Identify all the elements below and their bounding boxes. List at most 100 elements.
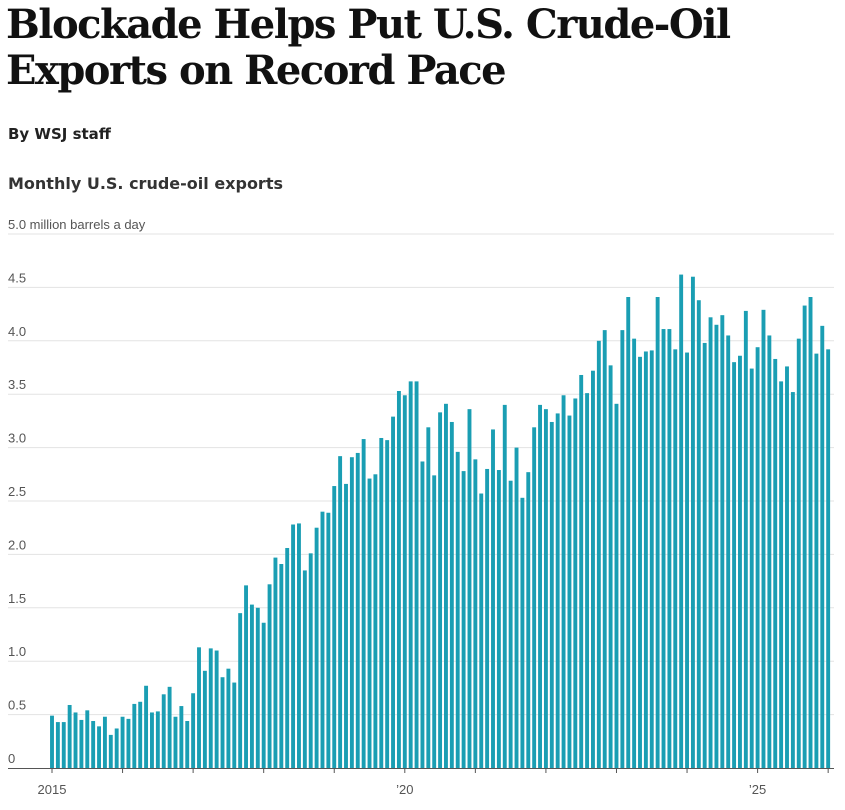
bar [261, 622, 266, 768]
bar [291, 524, 296, 768]
bar [155, 711, 160, 768]
bar [373, 474, 378, 768]
bar [502, 404, 507, 768]
bar [132, 703, 137, 768]
bar [297, 523, 301, 768]
bar [543, 409, 548, 768]
bar [585, 393, 590, 768]
y-tick-label: 4.5 [8, 270, 26, 285]
y-tick-label: 0 [8, 751, 15, 766]
bar [496, 470, 501, 768]
x-tick-label: 2015 [38, 782, 67, 797]
bar [785, 366, 789, 768]
y-tick-label: 0.5 [8, 698, 26, 713]
y-tick-label: 2.5 [8, 484, 26, 499]
bar [249, 604, 254, 768]
bar [714, 324, 719, 768]
bar [790, 392, 795, 768]
bar [567, 415, 572, 768]
bar [238, 613, 243, 768]
bar [667, 329, 672, 768]
bar [591, 370, 595, 768]
bar [408, 381, 413, 768]
bar [608, 365, 613, 768]
bar [526, 472, 531, 768]
bar [773, 358, 778, 768]
bar [690, 276, 695, 768]
bar [738, 355, 742, 768]
bar [73, 712, 78, 768]
bar [79, 719, 84, 768]
bar [320, 511, 325, 768]
bar [449, 421, 454, 768]
bar [561, 395, 566, 768]
bar [643, 351, 648, 768]
bar [573, 398, 578, 768]
bar [538, 404, 542, 768]
y-tick-label: 1.5 [8, 591, 26, 606]
chart-title: Monthly U.S. crude-oil exports [8, 174, 283, 193]
bar [814, 353, 819, 768]
bar [102, 716, 107, 768]
bar [108, 734, 113, 768]
bar [685, 352, 689, 768]
y-tick-label: 3.5 [8, 377, 26, 392]
bar [467, 409, 472, 768]
bar [220, 677, 225, 768]
bar [479, 493, 484, 768]
bar [208, 648, 213, 768]
bar [50, 715, 54, 768]
bar [708, 317, 713, 768]
bar [273, 557, 278, 768]
bar [161, 694, 166, 768]
bar [279, 564, 284, 768]
y-axis-unit-label: 5.0 million barrels a day [8, 217, 146, 232]
bar [173, 716, 178, 768]
bar [85, 710, 90, 768]
byline: By WSJ staff [8, 125, 111, 143]
bar [361, 439, 366, 768]
bar [632, 338, 637, 768]
bar [767, 335, 772, 768]
bar [820, 325, 825, 768]
bar [202, 670, 207, 768]
bar [379, 437, 384, 768]
bar [802, 305, 807, 768]
bar [638, 356, 642, 768]
bar [338, 456, 343, 768]
bar [197, 647, 201, 768]
bar [532, 427, 537, 768]
bar [508, 480, 513, 768]
bar [314, 527, 319, 768]
bar [326, 512, 331, 768]
bar [255, 607, 260, 768]
bar [461, 471, 466, 768]
bar [732, 362, 737, 768]
bar-chart: 5.0 million barrels a day 0 0.5 1.0 1.5 2.0 2.… [8, 217, 834, 797]
y-tick-label: 2.0 [8, 537, 26, 552]
bar [185, 721, 190, 768]
bar [244, 585, 248, 768]
bar [826, 349, 831, 768]
bar [55, 722, 60, 768]
x-tick-label: ’25 [749, 782, 766, 797]
headline: Blockade Helps Put U.S. Crude-Oil Export… [6, 1, 731, 94]
bar [649, 350, 654, 768]
bar [579, 374, 584, 768]
bar [432, 475, 437, 768]
bar [114, 728, 119, 768]
bar [179, 706, 184, 768]
bar [520, 497, 525, 768]
bar [91, 721, 96, 768]
bar [349, 457, 354, 768]
bar [367, 478, 372, 768]
bar [285, 547, 290, 768]
bar [355, 452, 360, 768]
bar [302, 570, 307, 768]
bar [549, 421, 554, 768]
bar [120, 716, 125, 768]
bar [491, 429, 495, 768]
bar [796, 338, 801, 768]
bar [655, 297, 660, 768]
bar [167, 686, 172, 768]
